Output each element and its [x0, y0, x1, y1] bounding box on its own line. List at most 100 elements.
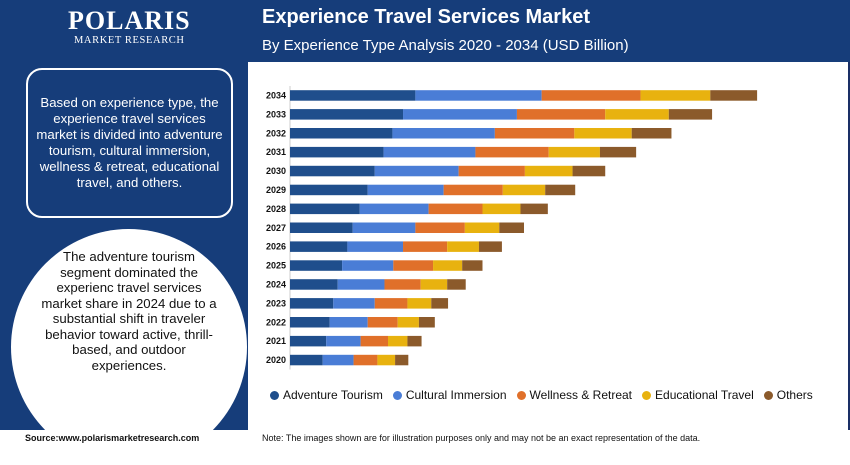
bar-segment — [322, 354, 354, 366]
bar-segment — [403, 109, 517, 120]
legend-marker — [270, 390, 279, 400]
logo-tagline: MARKET RESEARCH — [73, 35, 185, 46]
bar-segment — [475, 146, 549, 158]
source-text: Source:www.polarismarketresearch.com — [25, 433, 200, 443]
bar-segment — [395, 354, 409, 366]
bar-segment — [631, 128, 672, 139]
bar-segment — [342, 260, 394, 271]
bar-segment — [499, 222, 524, 233]
y-tick-label: 2034 — [266, 90, 286, 100]
bar-segment — [407, 335, 422, 347]
bar-segment — [384, 279, 421, 290]
bar-segment — [443, 184, 503, 196]
highlight-text: The adventure tourism segment dominated … — [41, 249, 217, 373]
legend-marker — [392, 390, 402, 400]
chart-subtitle: By Experience Type Analysis 2020 - 2034 … — [262, 37, 629, 54]
bar-segment — [290, 90, 416, 101]
bar-segment — [447, 241, 479, 252]
y-tick-label: 2020 — [266, 355, 286, 365]
bar-segment — [290, 128, 393, 139]
bar-segment — [548, 146, 600, 158]
bar-segment — [290, 146, 384, 158]
y-tick-label: 2026 — [266, 242, 286, 252]
logo-name: POLARIS — [68, 6, 191, 35]
bar-segment — [290, 241, 348, 252]
y-tick-label: 2031 — [266, 147, 286, 157]
legend-label: Others — [776, 388, 813, 402]
legend-marker — [763, 390, 773, 400]
y-tick-label: 2029 — [266, 185, 286, 195]
bar-segment — [383, 146, 476, 158]
bar-segment — [359, 203, 429, 215]
highlight-circle — [11, 229, 247, 465]
legend-item: Cultural Immersion — [392, 388, 507, 402]
bar-segment — [333, 298, 375, 309]
bar-segment — [516, 109, 606, 120]
bar-segment — [494, 128, 575, 139]
bar-segment — [415, 90, 542, 101]
bar-segment — [290, 279, 338, 290]
bar-segment — [458, 165, 525, 177]
bar-segment — [337, 279, 385, 290]
bar-segment — [605, 109, 669, 120]
bar-segment — [447, 279, 466, 290]
bar-segment — [290, 335, 327, 347]
y-tick-label: 2033 — [266, 109, 286, 119]
y-tick-label: 2022 — [266, 317, 286, 327]
bar-segment — [374, 165, 459, 177]
legend-marker — [642, 390, 652, 400]
bar-segment — [668, 109, 713, 120]
bar-segment — [599, 146, 637, 158]
bar-segment — [388, 335, 408, 347]
bar-segment — [367, 317, 398, 328]
bar-segment — [524, 165, 573, 177]
bar-segment — [431, 298, 449, 309]
legend-label: Adventure Tourism — [283, 388, 383, 402]
bar-segment — [329, 317, 368, 328]
bar-segment — [290, 298, 334, 309]
bar-segment — [433, 260, 463, 271]
bar-segment — [290, 165, 375, 177]
bar-segment — [482, 203, 521, 215]
legend-item: Adventure Tourism — [270, 388, 383, 402]
bar-segment — [403, 241, 448, 252]
legend-label: Cultural Immersion — [405, 388, 507, 402]
bar-segment — [393, 260, 434, 271]
y-tick-label: 2028 — [266, 204, 286, 214]
bar-segment — [541, 90, 641, 101]
bar-segment — [290, 203, 360, 215]
bar-segment — [478, 241, 502, 252]
bar-segment — [415, 222, 465, 233]
chart-legend: Adventure Tourism Cultural Immersion Welln… — [270, 388, 813, 402]
summary-box: Based on experience type, the experience… — [26, 68, 233, 218]
y-tick-label: 2023 — [266, 298, 286, 308]
bar-segment — [407, 298, 432, 309]
bar-segment — [464, 222, 500, 233]
bar-segment — [418, 317, 435, 328]
bar-segment — [462, 260, 483, 271]
bar-segment — [374, 298, 408, 309]
y-tick-label: 2024 — [266, 279, 286, 289]
legend-label: Educational Travel — [655, 388, 754, 402]
bar-segment — [367, 184, 444, 196]
legend-item: Others — [763, 388, 813, 402]
bar-segment — [397, 317, 419, 328]
bar-segment — [520, 203, 548, 215]
bar-segment — [347, 241, 404, 252]
bar-segment — [290, 109, 404, 120]
bar-segment — [640, 90, 711, 101]
summary-text: Based on experience type, the experience… — [36, 95, 223, 190]
bar-segment — [360, 335, 389, 347]
y-tick-label: 2021 — [266, 336, 286, 346]
y-tick-label: 2027 — [266, 223, 286, 233]
bar-segment — [545, 184, 576, 196]
bar-segment — [572, 165, 606, 177]
bar-segment — [290, 317, 330, 328]
polaris-logo: POLARIS MARKET RESEARCH — [68, 7, 191, 47]
bar-segment — [574, 128, 632, 139]
chart-title: Experience Travel Services Market — [262, 6, 590, 28]
bar-segment — [428, 203, 483, 215]
bar-segment — [290, 354, 323, 366]
bar-segment — [290, 184, 368, 196]
bar-segment — [420, 279, 448, 290]
